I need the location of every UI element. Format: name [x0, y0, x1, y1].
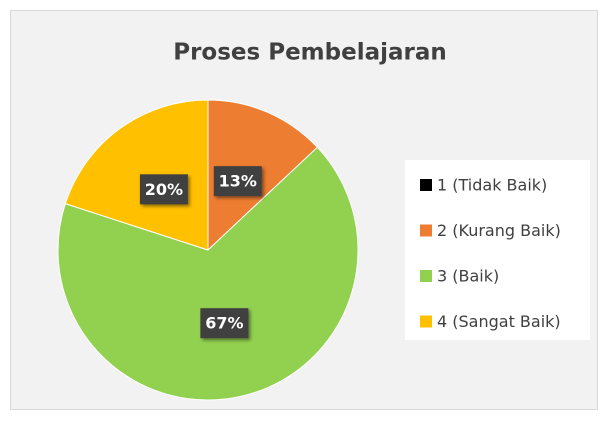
- data-label-text: 20%: [145, 180, 183, 199]
- legend-swatch: [420, 270, 432, 282]
- data-label-box: [213, 166, 262, 197]
- pie-slice: [64, 99, 209, 251]
- data-label: 20%: [139, 174, 188, 205]
- data-label-text: 67%: [205, 314, 243, 333]
- legend-swatch: [420, 179, 432, 191]
- data-label-box: [139, 174, 188, 205]
- pie-slice: [57, 146, 359, 401]
- legend-swatch: [420, 315, 432, 328]
- data-label: 67%: [200, 308, 249, 339]
- legend-label: 3 (Baik): [437, 267, 499, 286]
- data-label: 13%: [213, 166, 262, 197]
- legend-label: 1 (Tidak Baik): [437, 176, 547, 195]
- chart-title: Proses Pembelajaran: [173, 40, 447, 66]
- data-label-box: [200, 308, 249, 339]
- data-label-text: 13%: [219, 172, 257, 191]
- legend-box: [405, 160, 590, 340]
- legend-label: 4 (Sangat Baik): [437, 312, 561, 331]
- legend-label: 2 (Kurang Baik): [437, 221, 561, 240]
- pie-slice: [207, 99, 319, 252]
- legend-swatch: [420, 224, 432, 237]
